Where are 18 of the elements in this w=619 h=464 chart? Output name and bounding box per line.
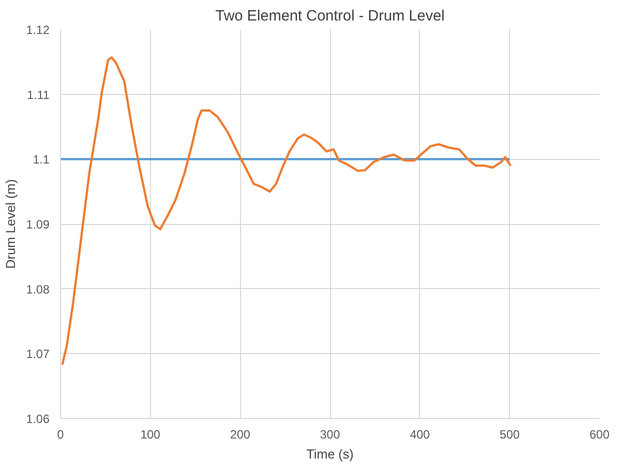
y-tick-label: 1.09 [26,218,50,232]
y-tick-label: 1.08 [26,282,50,296]
x-axis-title: Time (s) [306,446,354,462]
y-tick-label: 1.12 [26,23,50,37]
y-axis-title: Drum Level (m) [3,179,18,269]
y-tick-label: 1.06 [26,412,50,426]
x-tick-label: 200 [230,428,251,442]
x-tick-label: 0 [57,428,64,442]
x-tick-label: 300 [320,428,340,442]
x-tick-label: 400 [410,428,430,442]
x-tick-label: 100 [140,428,161,442]
x-tick-label: 600 [589,428,610,442]
x-tick-label: 500 [500,428,520,442]
y-tick-label: 1.11 [27,88,50,102]
chart-title: Two Element Control - Drum Level [215,8,445,24]
line-series [61,56,512,366]
y-tick-label: 1.1 [32,152,50,167]
y-tick-label: 1.07 [26,347,50,362]
